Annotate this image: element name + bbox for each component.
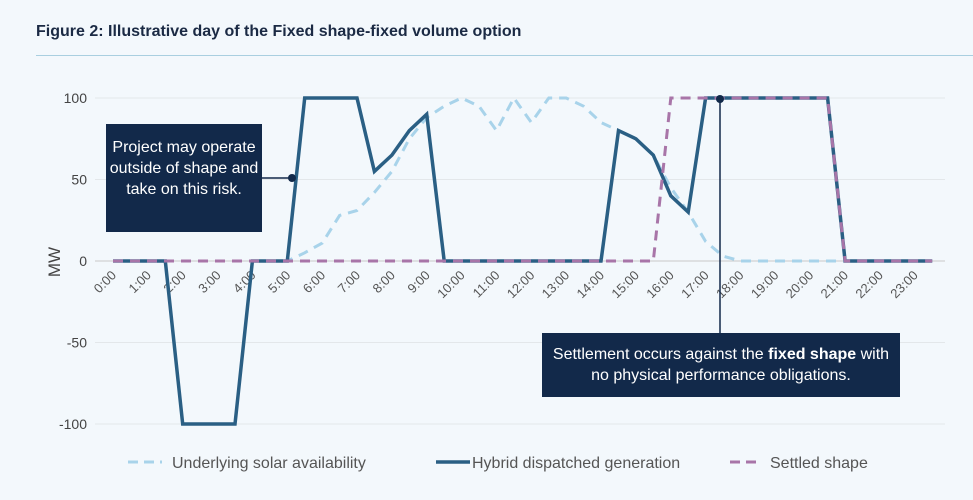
x-tick-label: 5:00: [265, 268, 294, 297]
x-tick-label: 0:00: [91, 268, 120, 297]
x-tick-label: 15:00: [608, 268, 642, 302]
x-tick-label: 20:00: [783, 268, 817, 302]
x-tick-label: 11:00: [470, 268, 503, 301]
title-divider: [36, 55, 973, 56]
x-tick-label: 3:00: [195, 268, 224, 297]
legend-item-solar: Underlying solar availability: [128, 455, 366, 472]
x-tick-label: 21:00: [818, 268, 852, 302]
series-line-settled-shape: [113, 96, 933, 263]
x-tick-label: 14:00: [574, 268, 608, 302]
annotation-dot-2: [716, 95, 724, 103]
x-tick-label: 2:00: [160, 268, 189, 297]
y-tick-label: -100: [59, 416, 87, 432]
x-tick-label: 9:00: [404, 268, 433, 297]
legend-item-hybrid: Hybrid dispatched generation: [436, 455, 680, 472]
x-tick-label: 17:00: [678, 268, 712, 302]
annotation-settlement-text-after: with no physical performance obligations…: [591, 346, 890, 384]
x-tick-label: 22:00: [852, 268, 886, 302]
x-tick-label: 16:00: [643, 268, 677, 302]
legend-label-solar: Underlying solar availability: [172, 455, 366, 472]
x-tick-label: 4:00: [230, 268, 259, 297]
annotation-settlement-text-before: Settlement occurs against the: [552, 346, 769, 363]
legend-item-settled: Settled shape: [730, 455, 868, 472]
y-tick-label: 100: [64, 90, 88, 106]
x-tick-label: 13:00: [539, 268, 573, 302]
legend-label-settled: Settled shape: [770, 455, 868, 472]
annotation-settlement-bold: fixed shape: [768, 346, 857, 363]
y-tick-label: 0: [79, 253, 87, 269]
y-tick-label: 50: [71, 172, 87, 188]
legend-label-hybrid: Hybrid dispatched generation: [472, 455, 680, 472]
x-tick-label: 7:00: [335, 268, 364, 297]
legend: Underlying solar availability Hybrid dis…: [128, 455, 868, 472]
chart-title: Figure 2: Illustrative day of the Fixed …: [36, 23, 522, 40]
y-axis-label: MW: [45, 247, 64, 277]
x-tick-label: 19:00: [748, 268, 782, 302]
x-tick-label: 8:00: [369, 268, 398, 297]
x-tick-label: 10:00: [434, 268, 468, 302]
annotation-settlement: Settlement occurs against the fixed shap…: [542, 333, 900, 397]
x-tick-label: 1:00: [125, 268, 154, 297]
annotation-dot-1: [288, 174, 296, 182]
x-tick-label: 12:00: [504, 268, 538, 302]
x-tick-label: 18:00: [713, 268, 747, 302]
x-tick-label: 6:00: [300, 268, 329, 297]
annotation-operate-outside-shape: Project may operate outside of shape and…: [106, 124, 262, 232]
x-tick-label: 23:00: [887, 268, 921, 302]
y-tick-label: -50: [67, 335, 87, 351]
